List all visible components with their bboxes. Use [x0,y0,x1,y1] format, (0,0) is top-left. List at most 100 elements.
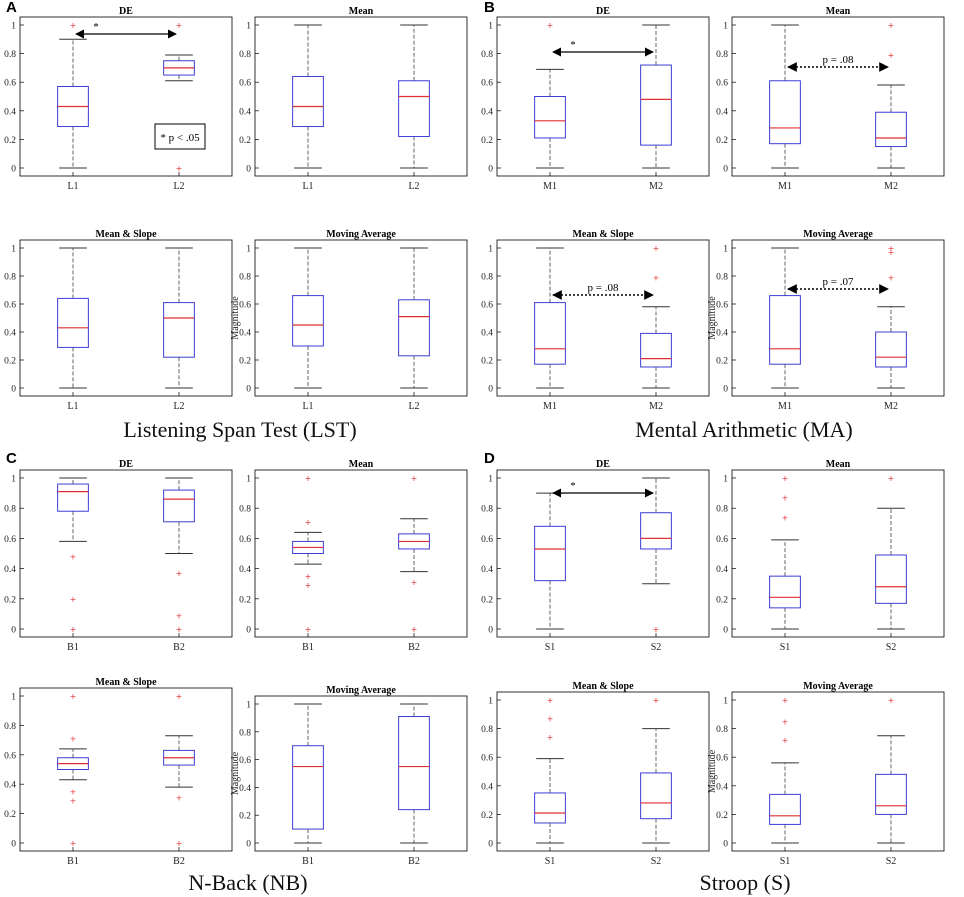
boxplot-panel-15: Moving Average00.20.40.60.81Magnitude+++… [707,681,945,867]
boxplot-panel-14: Mean & Slope 0 0.2 0.4 0.6 0.8 1 + + + S1 + S2 [481,681,710,867]
y-tick-label: 0.6 [481,79,493,89]
y-tick-label: 0.8 [239,505,251,515]
outlier-point: + [305,572,312,581]
y-tick-label: 0.2 [239,595,251,605]
plot-title: DE [119,6,133,17]
y-axis-label: Magnitude [707,296,718,340]
outlier-point: + [547,696,554,705]
y-tick-label: 0.2 [481,811,493,821]
box-m1: M1 [769,247,801,412]
y-tick-label: 1 [246,22,251,32]
y-tick-label: 0.8 [239,273,251,283]
outlier-point: + [653,625,660,634]
x-tick-label: L1 [302,181,313,192]
x-tick-label: M2 [884,181,898,192]
y-tick-label: 0.6 [716,79,728,89]
y-tick-label: 0 [723,840,728,850]
y-tick-label: 0 [488,840,493,850]
iqr-box [875,554,907,604]
y-tick-label: 0 [488,626,493,636]
y-tick-label: 0.6 [716,754,728,764]
boxplot-panel-7: Moving Average 0 0.2 0.4 0.6 0.8 1 Magnitude M1 +… [707,229,945,412]
x-tick-label: L2 [408,401,419,412]
x-tick-label: L2 [173,181,184,192]
y-tick-label: 1 [723,475,728,485]
plot-frame [254,239,468,397]
plot-frame [731,16,945,177]
y-tick-label: 0.8 [4,273,16,283]
y-tick-label: 0 [246,165,251,175]
y-tick-label: 0 [11,626,16,636]
outlier-point: + [411,625,418,634]
y-tick-label: 0 [11,385,16,395]
x-tick-label: L1 [67,181,78,192]
outlier-point: + [70,839,77,848]
box-m2: M2 [640,24,672,192]
iqr-box [640,64,672,146]
boxplot-panel-8: DE 0 0.2 0.4 0.6 0.8 1 + + + B1 + + + B2 [4,459,233,653]
outlier-point: + [782,494,789,503]
box-m1: M1 [534,247,566,412]
section-letter-d: D [484,450,495,467]
x-tick-label: L1 [302,401,313,412]
y-tick-label: 0.6 [239,301,251,311]
boxplot-panel-12: DE 0 0.2 0.4 0.6 0.8 1 S1 + S2 * [481,459,710,653]
outlier-point: + [547,715,554,724]
x-tick-label: M1 [778,181,792,192]
plot-title: Mean & Slope [572,229,634,240]
x-tick-label: M2 [649,181,663,192]
y-tick-label: 0.8 [4,722,16,732]
iqr-box [398,80,430,138]
box-s1: + + + S1 [769,474,801,653]
outlier-point: + [176,625,183,634]
y-tick-label: 1 [11,693,16,703]
significance-note-frame [154,123,206,150]
outlier-point: + [888,51,895,60]
outlier-point: + [653,244,660,253]
plot-frame [496,239,710,397]
y-tick-label: 1 [11,22,16,32]
y-tick-label: 0.4 [716,329,728,339]
y-tick-label: 0.4 [239,565,251,575]
y-axis-label: Magnitude [707,749,718,793]
y-tick-label: 1 [723,22,728,32]
iqr-box [640,332,672,368]
plot-title: Mean [349,6,374,17]
y-tick-label: 0.6 [4,535,16,545]
box-l2: L2 [398,247,430,412]
plot-title: Mean [349,459,374,470]
box-b2: + + + B2 [163,692,195,867]
x-tick-label: S1 [780,642,791,653]
box-m2: +++M2 [875,244,907,412]
outlier-point: + [176,692,183,701]
boxplot-panel-4: DE 0 0.2 0.4 0.6 0.8 1 + M1 M2 * [481,6,710,192]
x-tick-label: S2 [651,856,662,867]
y-tick-label: 0.2 [716,811,728,821]
y-axis-label: Magnitude [230,751,241,795]
x-tick-label: S1 [545,642,556,653]
y-tick-label: 0.2 [716,595,728,605]
iqr-box [534,525,566,582]
plot-title: DE [596,459,610,470]
plot-title: Mean & Slope [95,677,157,688]
box-l1: L1 [292,24,324,192]
y-tick-label: 0.6 [239,79,251,89]
outlier-point: + [70,796,77,805]
outlier-point: + [70,625,77,634]
outlier-point: + [782,696,789,705]
y-tick-label: 0.2 [481,595,493,605]
y-tick-label: 0.6 [4,79,16,89]
x-tick-label: B1 [67,856,79,867]
x-tick-label: B2 [408,642,420,653]
y-tick-label: 0.4 [239,107,251,117]
plot-title: Moving Average [803,229,873,240]
plot-title: Mean & Slope [95,229,157,240]
plot-frame [731,239,945,397]
iqr-box [875,111,907,148]
outlier-point: + [411,474,418,483]
box-s1: + + + S1 [769,696,801,867]
outlier-point: + [70,788,77,797]
section-letter-c: C [6,450,17,467]
y-tick-label: 1 [11,475,16,485]
iqr-box [875,773,907,815]
